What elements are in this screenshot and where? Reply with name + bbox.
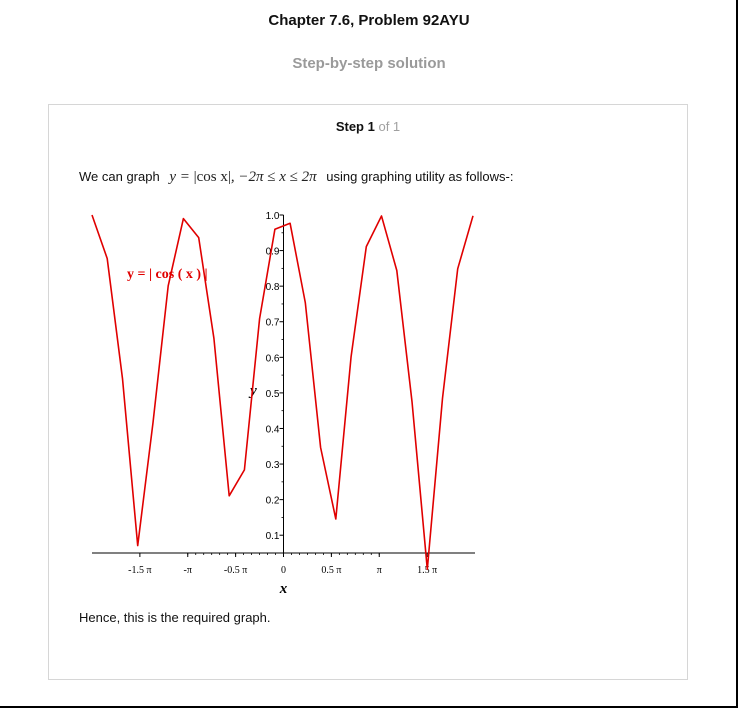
abs-cos-curve xyxy=(91,214,474,571)
equation-abs-cos: |cos x| xyxy=(193,169,231,185)
equation-domain: , −2π ≤ x ≤ 2π xyxy=(230,169,317,185)
intro-equation: y = |cos x|, −2π ≤ x ≤ 2π xyxy=(169,169,316,185)
y-tick-label: 0.3 xyxy=(266,460,280,471)
y-tick-label: 0.6 xyxy=(266,353,280,364)
x-tick-label: 0.5 π xyxy=(321,565,341,576)
x-tick-label: -1.5 π xyxy=(128,565,151,576)
solution-subtitle: Step-by-step solution xyxy=(292,55,446,72)
page-border-bottom xyxy=(0,706,738,708)
x-tick-label: -0.5 π xyxy=(224,565,247,576)
x-tick-label: π xyxy=(377,565,382,576)
step-header: Step 1 of 1 xyxy=(49,119,687,134)
y-tick-label: 0.5 xyxy=(266,389,280,400)
solution-card: Step 1 of 1 We can graph y = |cos x|, −2… xyxy=(48,104,688,680)
chapter-title: Chapter 7.6, Problem 92AYU xyxy=(268,12,470,29)
curve-annotation: y = | cos ( x ) | xyxy=(127,267,208,282)
abs-cos-graph: -1.5 π -π -0.5 π 0 0.5 π π 1.5 π 0.1 0.2 0.3 0.4 0.… xyxy=(91,211,475,595)
intro-text: We can graph y = |cos x|, −2π ≤ x ≤ 2π u… xyxy=(79,169,513,186)
y-tick-label: 0.1 xyxy=(266,531,280,542)
intro-suffix: using graphing utility as follows-: xyxy=(326,169,514,184)
y-tick-label: 0.9 xyxy=(266,247,280,258)
x-tick-label: -π xyxy=(184,565,192,576)
intro-prefix: We can graph xyxy=(79,169,160,184)
x-axis-label: x xyxy=(279,581,288,595)
conclusion-text: Hence, this is the required graph. xyxy=(79,610,271,625)
y-tick-label: 0.8 xyxy=(266,282,280,293)
x-tick-label: 0 xyxy=(281,565,286,576)
x-tick-label: 1.5 π xyxy=(417,565,437,576)
step-count: of 1 xyxy=(378,119,401,134)
y-tick-label: 0.2 xyxy=(266,496,280,507)
y-tick-label: 0.4 xyxy=(266,424,280,435)
y-tick-label: 0.7 xyxy=(266,318,280,329)
step-label: Step 1 xyxy=(335,119,375,134)
equation-lhs: y = xyxy=(169,169,190,185)
page-border-right xyxy=(736,0,738,708)
y-tick-label: 1.0 xyxy=(266,211,280,222)
